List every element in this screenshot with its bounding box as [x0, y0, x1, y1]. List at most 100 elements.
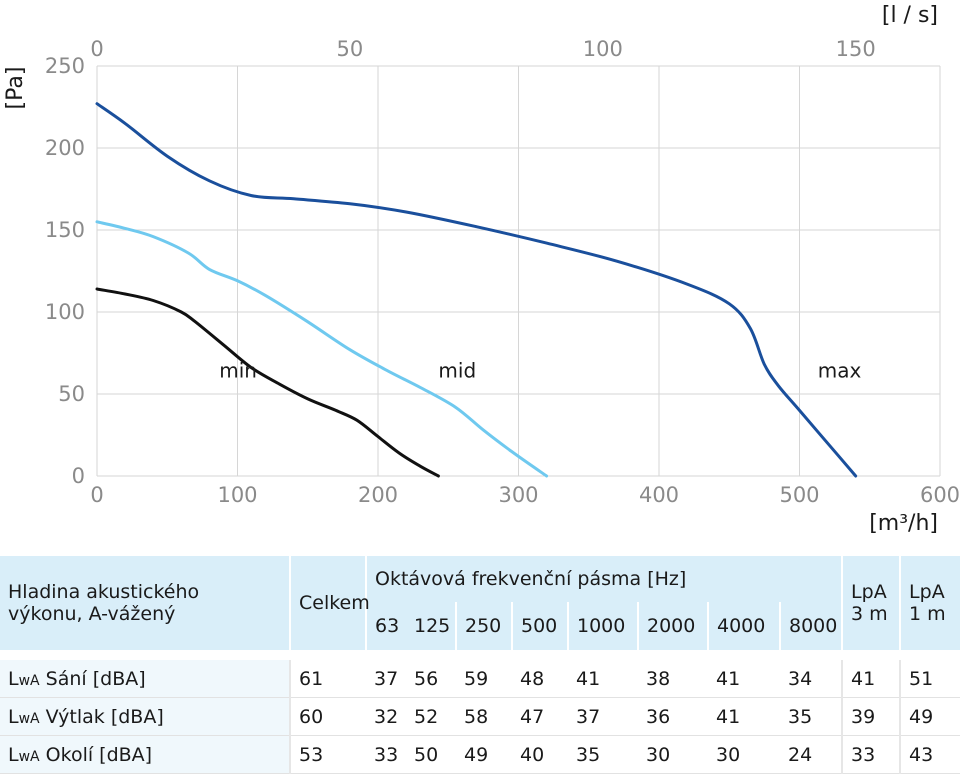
cell-2000: 38: [638, 660, 708, 698]
header-row-label-line2: výkonu, A-vážený: [8, 603, 176, 625]
x2-tick-label: 100: [583, 37, 623, 61]
cell-500: 47: [512, 697, 568, 736]
cell-250: 59: [456, 660, 512, 698]
cell-1000: 37: [568, 697, 638, 736]
x2-tick-label: 0: [90, 37, 103, 61]
series-line-mid: [95, 220, 549, 478]
cell-8000: 34: [780, 660, 843, 698]
x-tick-label: 600: [920, 483, 960, 507]
cell-63: 32: [366, 697, 406, 736]
curve-label-min: min: [219, 359, 257, 383]
row-label-sub: wA: [18, 710, 40, 727]
row-label-text: Sání [dBA]: [45, 667, 146, 690]
band-4000: 4000: [707, 602, 780, 650]
cell-8000: 35: [780, 697, 843, 736]
cell-4000: 41: [708, 697, 780, 736]
cell-500: 48: [512, 660, 568, 698]
x2-tick-label: 50: [337, 37, 364, 61]
cell-4000: 41: [708, 660, 780, 698]
row-label: LwA Sání [dBA]: [0, 660, 290, 698]
x-tick-label: 0: [90, 483, 103, 507]
x-tick-label: 300: [498, 483, 538, 507]
row-label: LwA Výtlak [dBA]: [0, 697, 290, 736]
header-lpa1-line2: 1 m: [909, 603, 946, 625]
cell-250: 58: [456, 697, 512, 736]
row-label-prefix: L: [8, 743, 19, 766]
table-row: LwA Výtlak [dBA] 60 32 52 58 47 37 36 41…: [0, 697, 961, 736]
cell-8000: 24: [780, 735, 843, 774]
y-tick-label: 0: [72, 464, 85, 488]
header-row-label: Hladina akustického výkonu, A-vážený: [0, 556, 290, 650]
header-lpa3: LpA 3 m: [841, 556, 901, 650]
cell-125: 52: [406, 697, 456, 736]
header-total: Celkem: [289, 556, 370, 650]
cell-lpa3: 33: [841, 735, 901, 774]
chart-annotations: min mid max: [219, 359, 861, 383]
header-lpa1-line1: LpA: [909, 581, 945, 603]
cell-250: 49: [456, 735, 512, 774]
table-row: LwA Okolí [dBA] 53 33 50 49 40 35 30 30 …: [0, 735, 961, 774]
x2-axis-label: [l / s]: [882, 3, 938, 28]
band-8000: 8000: [778, 602, 843, 650]
cell-2000: 30: [638, 735, 708, 774]
y-tick-label: 50: [58, 382, 85, 406]
cell-500: 40: [512, 735, 568, 774]
fan-performance-chart: 0 100 200 300 400 500 600 0 50 100 150 200 250 0 50 100…: [3, 3, 960, 536]
x-axis-label: [m³/h]: [869, 511, 938, 536]
curve-label-mid: mid: [438, 359, 476, 383]
row-label-text: Výtlak [dBA]: [45, 705, 164, 728]
header-lpa1: LpA 1 m: [899, 556, 961, 650]
row-label-text: Okolí [dBA]: [45, 743, 153, 766]
y-tick-label: 250: [45, 54, 85, 78]
cell-125: 50: [406, 735, 456, 774]
series-line-max: [95, 102, 858, 478]
cell-63: 37: [366, 660, 406, 698]
band-250: 250: [455, 602, 512, 650]
band-2000: 2000: [637, 602, 708, 650]
cell-2000: 36: [638, 697, 708, 736]
y-axis-label: [Pa]: [3, 67, 28, 110]
header-octave-title: Oktávová frekvenční pásma [Hz]: [364, 556, 843, 602]
chart-grid: [96, 65, 941, 477]
table-row: LwA Sání [dBA] 61 37 56 59 48 41 38 41 3…: [0, 660, 961, 698]
y-tick-label: 200: [45, 136, 85, 160]
x-tick-label: 500: [779, 483, 819, 507]
row-label-prefix: L: [8, 667, 19, 690]
cell-63: 33: [366, 735, 406, 774]
cell-1000: 41: [568, 660, 638, 698]
cell-4000: 30: [708, 735, 780, 774]
y-tick-label: 150: [45, 218, 85, 242]
band-63: 63: [365, 602, 406, 650]
row-label-sub: wA: [18, 672, 40, 689]
y-tick-label: 100: [45, 300, 85, 324]
table-header-row-2: 63 125 250 500 1000 2000 4000 8000: [0, 602, 960, 650]
cell-1000: 35: [568, 735, 638, 774]
band-125: 125: [406, 602, 456, 650]
x-tick-label: 200: [358, 483, 398, 507]
row-label-prefix: L: [8, 705, 19, 728]
x2-tick-label: 150: [836, 37, 876, 61]
cell-125: 56: [406, 660, 456, 698]
cell-lpa3: 41: [841, 660, 901, 698]
row-label: LwA Okolí [dBA]: [0, 735, 290, 774]
acoustic-table: Hladina akustického výkonu, A-vážený Cel…: [0, 556, 961, 774]
header-row-label-line1: Hladina akustického: [8, 581, 200, 603]
header-lpa3-line2: 3 m: [851, 603, 888, 625]
header-lpa3-line1: LpA: [851, 581, 887, 603]
cell-total: 53: [289, 735, 366, 774]
cell-lpa1: 49: [899, 697, 961, 736]
series-line-min: [95, 287, 440, 478]
cell-total: 61: [289, 660, 366, 698]
row-label-sub: wA: [18, 748, 40, 765]
table-header-row-1: Hladina akustického výkonu, A-vážený Cel…: [0, 556, 961, 650]
chart-series: [95, 102, 858, 478]
band-500: 500: [511, 602, 568, 650]
cell-lpa3: 39: [841, 697, 901, 736]
x-tick-label: 100: [217, 483, 257, 507]
cell-total: 60: [289, 697, 366, 736]
x-tick-label: 400: [639, 483, 679, 507]
band-1000: 1000: [567, 602, 638, 650]
curve-label-max: max: [818, 359, 862, 383]
